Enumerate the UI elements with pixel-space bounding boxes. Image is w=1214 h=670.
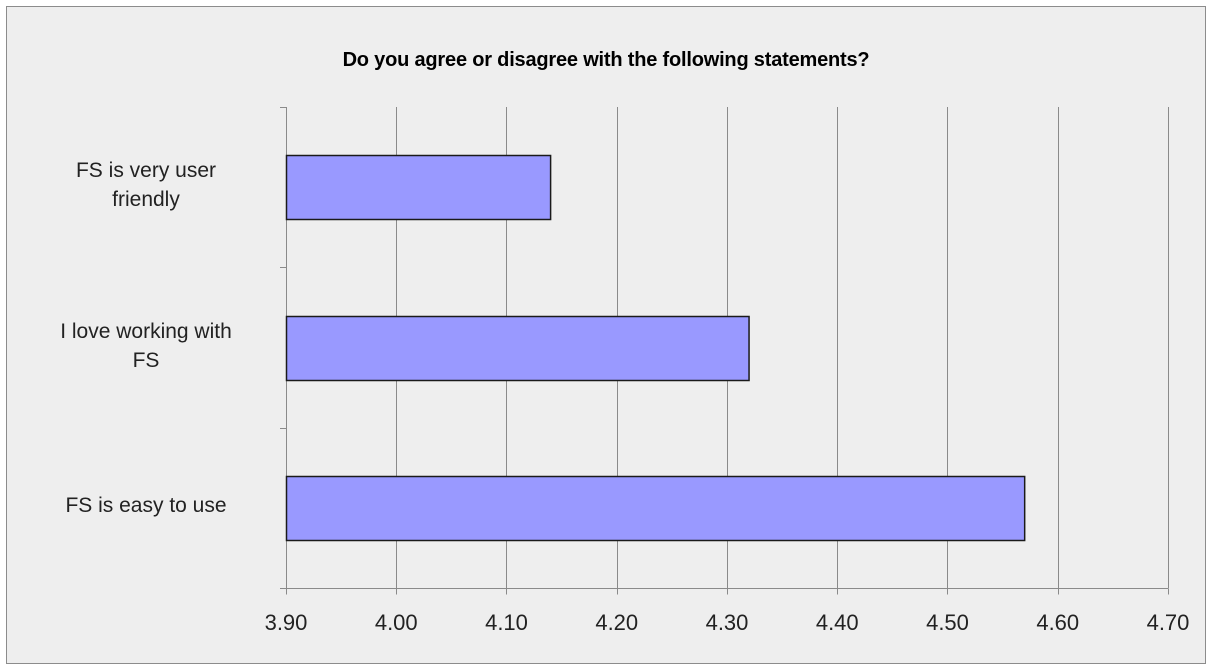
x-tick-label: 4.70 xyxy=(1147,610,1190,635)
x-tick-label: 4.40 xyxy=(816,610,859,635)
x-tick-label: 4.10 xyxy=(485,610,528,635)
x-tick-label: 4.20 xyxy=(595,610,638,635)
x-tick-label: 3.90 xyxy=(265,610,308,635)
x-tick-label: 4.60 xyxy=(1036,610,1079,635)
plot-area: 3.90 4.00 4.10 4.20 4.30 4.40 4.50 4.60 4.70 xyxy=(265,107,1190,635)
x-tick-label: 4.30 xyxy=(706,610,749,635)
bar xyxy=(285,315,750,382)
x-tick-label: 4.00 xyxy=(375,610,418,635)
x-tick-label: 4.50 xyxy=(926,610,969,635)
bar xyxy=(285,475,1026,542)
category-label: I love working with FS xyxy=(60,319,232,372)
chart-frame: Do you agree or disagree with the follow… xyxy=(6,6,1206,664)
category-label: FS is easy to use xyxy=(65,494,227,518)
category-label: FS is very user friendly xyxy=(75,159,217,212)
bar xyxy=(285,154,552,221)
chart-title: Do you agree or disagree with the follow… xyxy=(342,49,870,71)
